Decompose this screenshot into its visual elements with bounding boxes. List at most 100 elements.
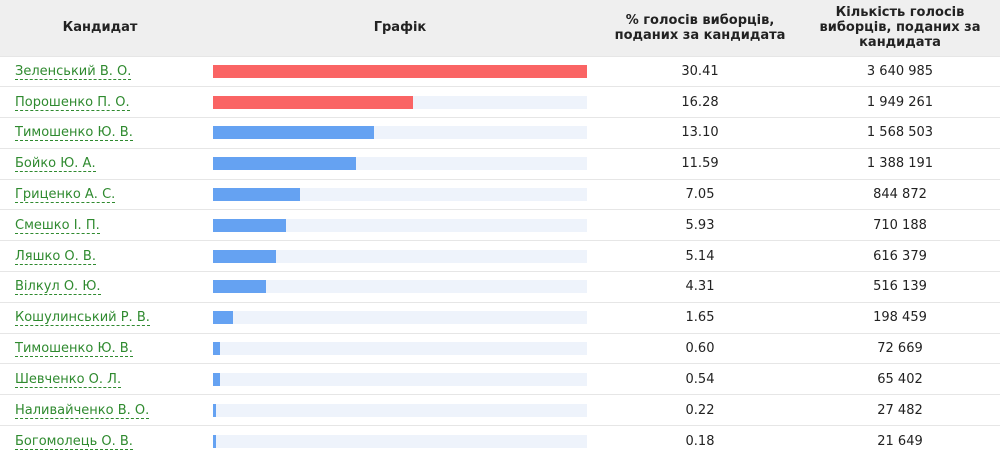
table-row: Кошулинський Р. В. 1.65 198 459 <box>0 302 1000 333</box>
candidate-link[interactable]: Гриценко А. С. <box>15 187 116 204</box>
chart-cell <box>200 395 600 426</box>
table-row: Порошенко П. О. 16.28 1 949 261 <box>0 86 1000 118</box>
table-row: Смешко І. П. 5.93 710 188 <box>0 209 1000 241</box>
table-row: Вілкул О. Ю. 4.31 516 139 <box>0 271 1000 303</box>
header-chart: Графік <box>373 20 427 36</box>
votes-value: 1 568 503 <box>866 125 934 141</box>
votes-value: 3 640 985 <box>866 63 934 79</box>
votes-value: 72 669 <box>877 341 923 357</box>
candidate-link[interactable]: Кошулинський Р. В. <box>15 310 150 327</box>
candidate-cell: Богомолець О. В. <box>0 426 200 457</box>
candidate-cell: Тимошенко Ю. В. <box>0 118 200 149</box>
candidate-cell: Тимошенко Ю. В. <box>0 333 200 364</box>
percent-value: 11.59 <box>681 156 719 172</box>
chart-cell <box>200 118 600 149</box>
percent-value: 5.93 <box>685 217 715 233</box>
candidate-link[interactable]: Богомолець О. В. <box>15 433 133 450</box>
table-row: Гриценко А. С. 7.05 844 872 <box>0 179 1000 210</box>
bar-track <box>213 95 587 109</box>
candidate-cell: Смешко І. П. <box>0 210 200 241</box>
bar-track <box>213 311 587 325</box>
bar-track <box>213 157 587 171</box>
candidate-link[interactable]: Ляшко О. В. <box>15 248 96 265</box>
candidate-link[interactable]: Шевченко О. Л. <box>15 371 122 388</box>
chart-cell <box>200 272 600 303</box>
candidate-link[interactable]: Зеленський В. О. <box>15 63 132 80</box>
table-row: Тимошенко Ю. В. 0.60 72 669 <box>0 333 1000 364</box>
candidate-link[interactable]: Наливайченко В. О. <box>15 402 150 419</box>
candidate-link[interactable]: Смешко І. П. <box>15 217 100 234</box>
bar <box>213 126 375 140</box>
bar <box>213 218 286 232</box>
bar-track <box>213 188 587 202</box>
candidate-cell: Ляшко О. В. <box>0 241 200 272</box>
candidate-cell: Кошулинський Р. В. <box>0 302 200 333</box>
candidate-link[interactable]: Тимошенко Ю. В. <box>15 125 133 142</box>
percent-value: 30.41 <box>681 63 719 79</box>
percent-value: 0.60 <box>685 341 715 357</box>
bar-track <box>213 126 587 140</box>
votes-value: 1 388 191 <box>866 156 934 172</box>
header-percent: % голосів виборців, поданих за кандидата <box>614 12 786 43</box>
bar-track <box>213 434 587 448</box>
percent-value: 5.14 <box>685 248 715 264</box>
table-row: Бойко Ю. А. 11.59 1 388 191 <box>0 148 1000 179</box>
table-row: Ляшко О. В. 5.14 616 379 <box>0 240 1000 272</box>
votes-value: 21 649 <box>877 433 923 449</box>
bar-track <box>213 64 587 78</box>
candidate-cell: Шевченко О. Л. <box>0 364 200 395</box>
bar <box>213 249 277 263</box>
candidate-cell: Гриценко А. С. <box>0 179 200 210</box>
bar-track <box>213 218 587 232</box>
candidate-link[interactable]: Бойко Ю. А. <box>15 156 96 173</box>
bar-track <box>213 280 587 294</box>
bar <box>213 342 221 356</box>
percent-value: 13.10 <box>681 125 719 141</box>
table-header-row: Кандидат Графік % голосів виборців, пода… <box>0 0 1000 56</box>
bar <box>213 403 216 417</box>
bar-track <box>213 372 587 386</box>
chart-cell <box>200 302 600 333</box>
percent-value: 7.05 <box>685 187 715 203</box>
chart-cell <box>200 148 600 179</box>
candidate-link[interactable]: Порошенко П. О. <box>15 94 130 111</box>
chart-cell <box>200 87 600 118</box>
table-row: Тимошенко Ю. В. 13.10 1 568 503 <box>0 117 1000 149</box>
chart-cell <box>200 56 600 87</box>
bar-track <box>213 403 587 417</box>
percent-value: 1.65 <box>685 310 715 326</box>
bar <box>213 157 356 171</box>
percent-value: 4.31 <box>685 279 715 295</box>
candidate-cell: Вілкул О. Ю. <box>0 272 200 303</box>
bar <box>213 372 220 386</box>
chart-cell <box>200 333 600 364</box>
percent-value: 0.22 <box>685 402 715 418</box>
votes-value: 844 872 <box>873 187 927 203</box>
percent-value: 0.54 <box>685 371 715 387</box>
header-candidate: Кандидат <box>62 20 138 36</box>
candidate-cell: Зеленський В. О. <box>0 56 200 87</box>
votes-value: 198 459 <box>873 310 927 326</box>
chart-cell <box>200 241 600 272</box>
votes-value: 516 139 <box>873 279 927 295</box>
candidate-cell: Наливайченко В. О. <box>0 395 200 426</box>
table-row: Шевченко О. Л. 0.54 65 402 <box>0 363 1000 395</box>
bar <box>213 95 414 109</box>
bar-track <box>213 342 587 356</box>
bar <box>213 188 300 202</box>
candidate-cell: Бойко Ю. А. <box>0 148 200 179</box>
votes-value: 65 402 <box>877 371 923 387</box>
candidate-cell: Порошенко П. О. <box>0 87 200 118</box>
table-row: Наливайченко В. О. 0.22 27 482 <box>0 394 1000 426</box>
bar <box>213 434 216 448</box>
votes-value: 27 482 <box>877 402 923 418</box>
bar <box>213 311 234 325</box>
chart-cell <box>200 364 600 395</box>
votes-value: 710 188 <box>873 217 927 233</box>
bar-track <box>213 249 587 263</box>
candidate-link[interactable]: Вілкул О. Ю. <box>15 279 101 296</box>
chart-cell <box>200 426 600 457</box>
percent-value: 16.28 <box>681 94 719 110</box>
candidate-link[interactable]: Тимошенко Ю. В. <box>15 341 133 358</box>
header-votes: Кількість голосів виборців, поданих за к… <box>819 5 981 51</box>
